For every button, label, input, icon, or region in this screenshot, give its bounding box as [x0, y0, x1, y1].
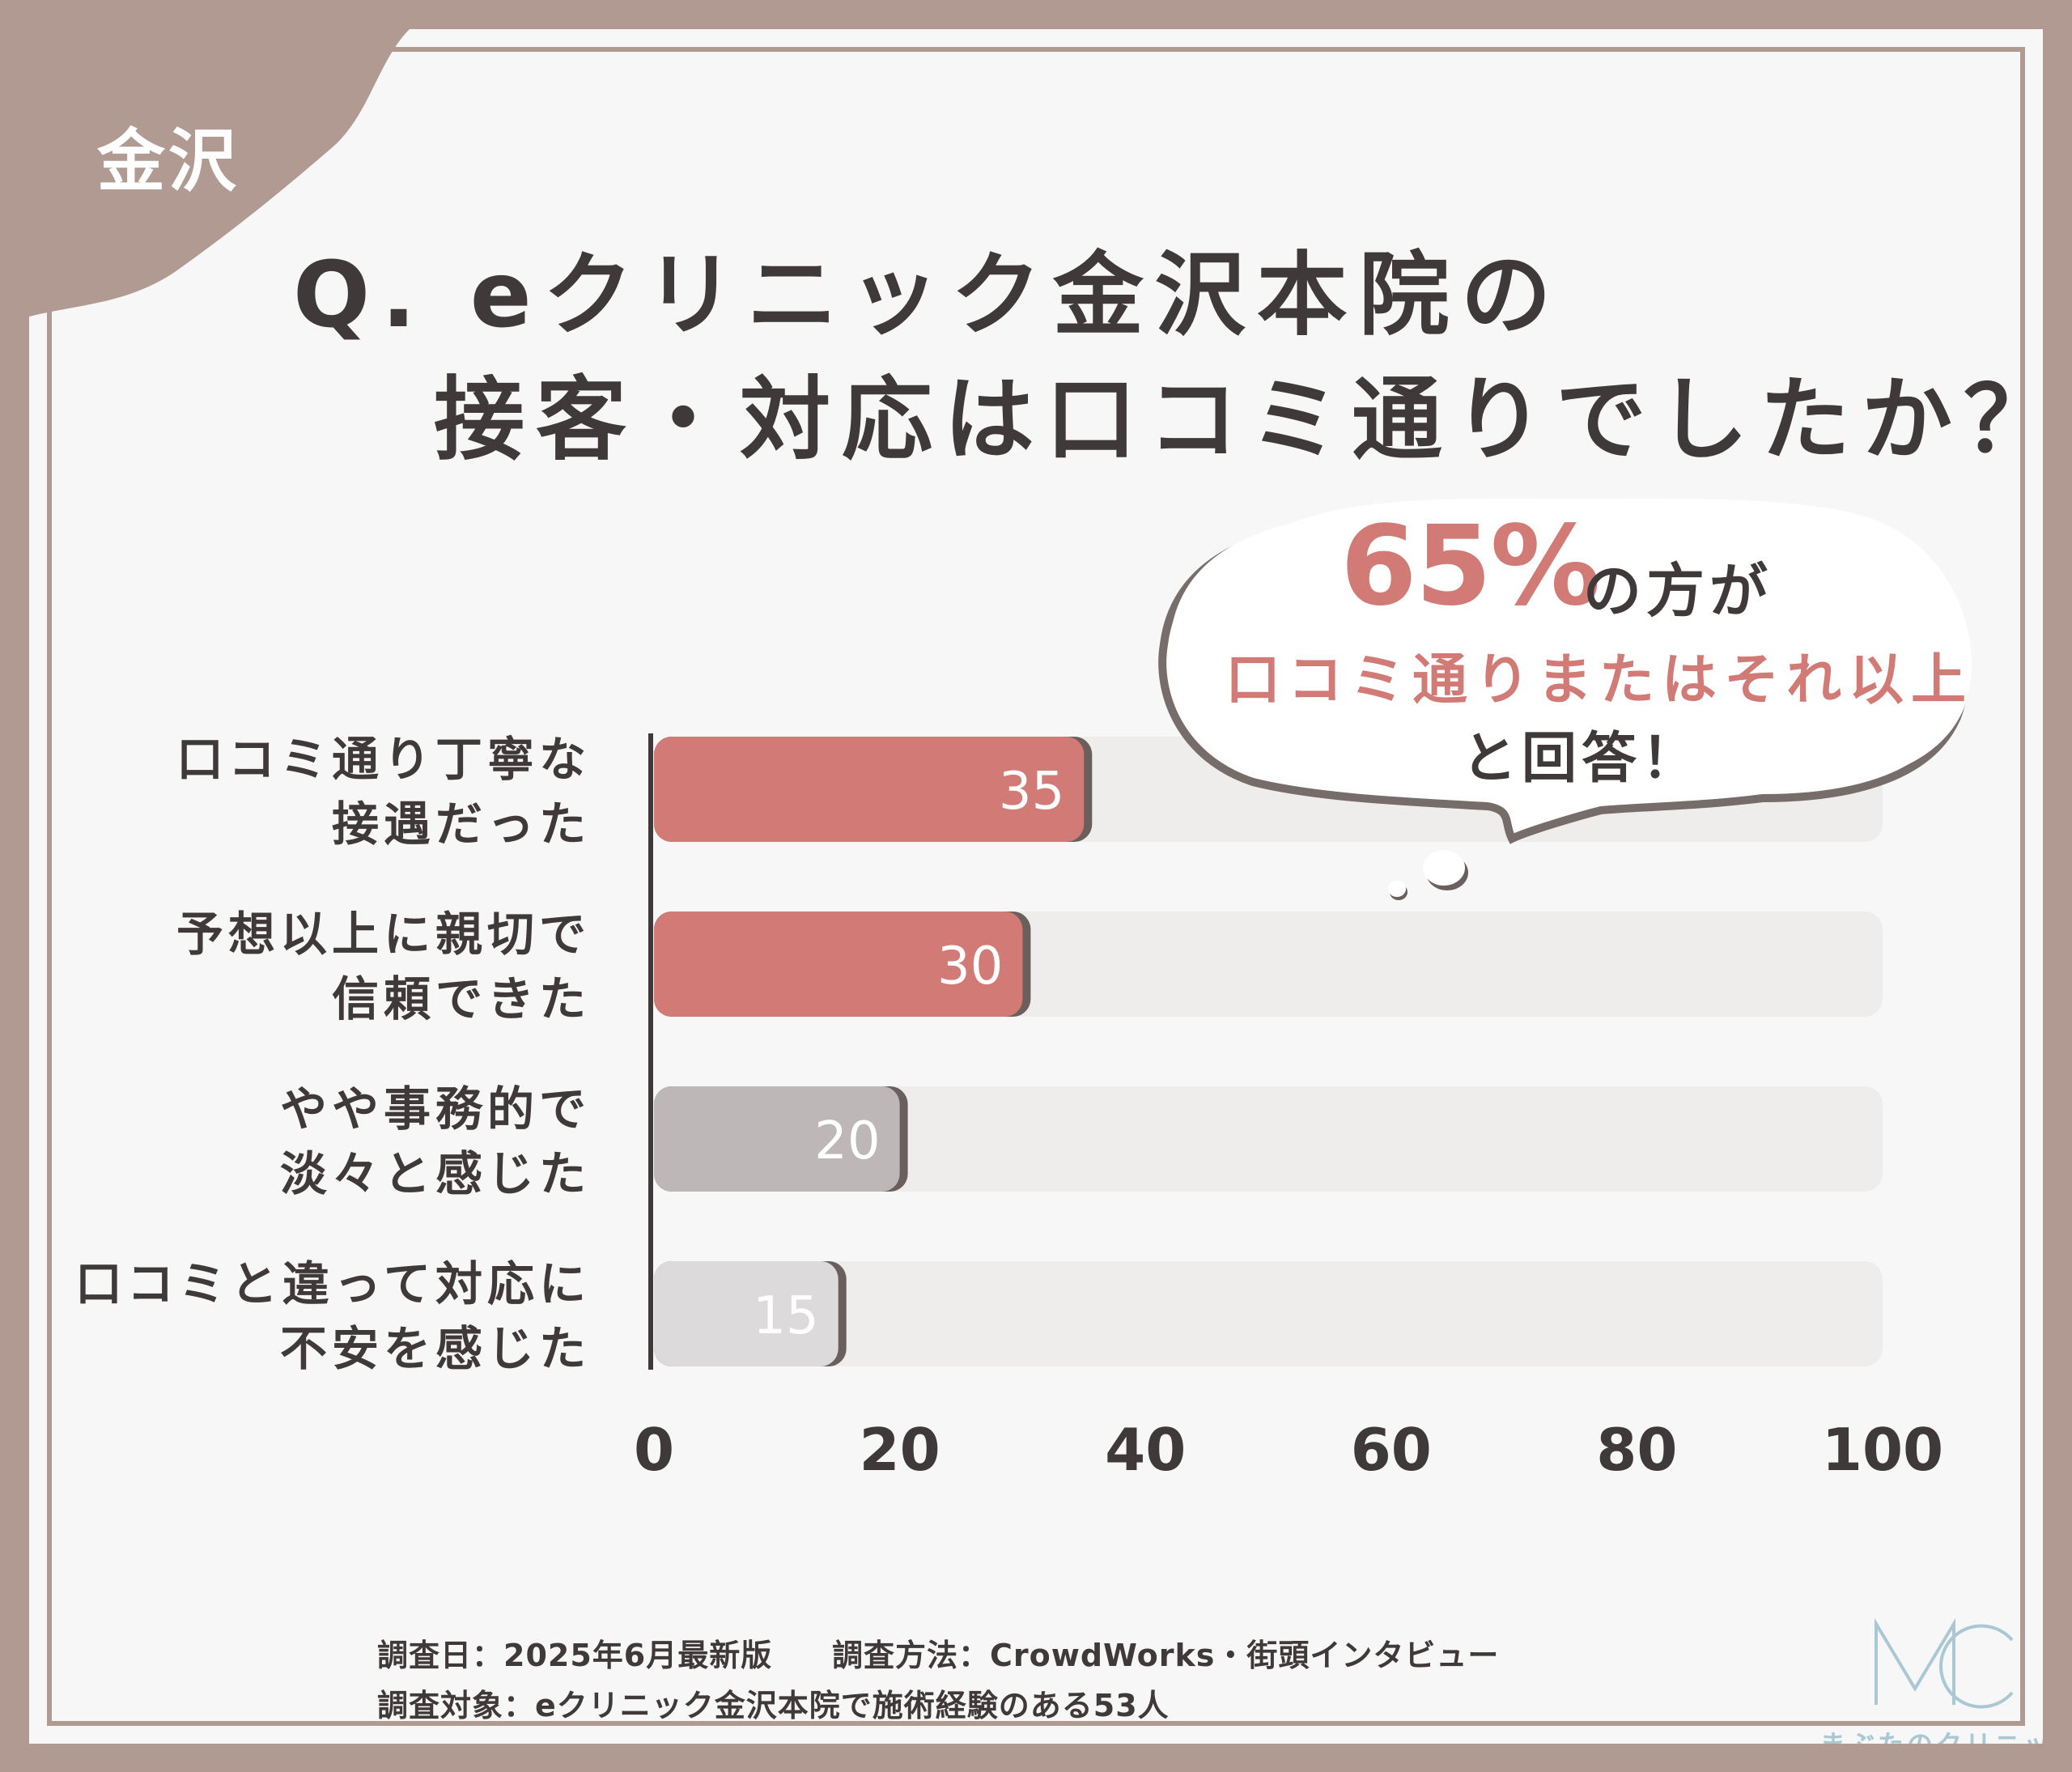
callout-line-2: 口コミ通りまたはそれ以上: [1225, 648, 1974, 712]
footer-method: 調査方法：CrowdWorks・街頭インタビュー: [832, 1638, 1500, 1673]
callout-line-3: と回答！: [1462, 727, 1702, 791]
x-tick-label: 0: [634, 1416, 674, 1484]
callout-suffix: の方が: [1583, 557, 1773, 625]
bar-value-label: 35: [999, 762, 1064, 822]
bar-track: [654, 1261, 1883, 1366]
category-label: 口コミ通り丁寧な接遇だった: [176, 727, 591, 856]
callout-percent: 65%: [1340, 503, 1601, 631]
city-label: 金沢: [97, 121, 240, 201]
bar-4: [654, 1261, 839, 1366]
bar-value-label: 15: [753, 1286, 818, 1346]
category-label-line: 信頼できた: [331, 971, 591, 1026]
category-label-line: 予想以上に親切で: [176, 907, 591, 962]
x-tick-label: 20: [859, 1416, 940, 1484]
bar-value-label: 20: [814, 1111, 880, 1171]
clinic-logo-name: まぶたのクリニック: [1819, 1724, 2043, 1744]
title-line-2: 接客・対応は口コミ通りでしたか？: [434, 368, 2043, 473]
category-label-line: 口コミ通り丁寧な: [176, 732, 591, 787]
category-label-line: 淡々と感じた: [279, 1146, 591, 1201]
bar-3: [654, 1086, 900, 1192]
category-label-line: 不安を感じた: [279, 1321, 591, 1376]
category-label-line: 口コミと違って対応に: [74, 1256, 591, 1311]
x-tick-label: 80: [1596, 1416, 1677, 1484]
corner-blob: [29, 29, 410, 317]
inner-border: [47, 47, 2025, 1726]
infographic-card: 金沢 Q. eクリニック金沢本院の 接客・対応は口コミ通りでしたか？ 0 20 40…: [29, 29, 2043, 1744]
bar-2: [654, 911, 1023, 1017]
footer-target: 調査対象：eクリニック金沢本院で施術経験のある53人: [377, 1688, 1170, 1723]
bar-1: [654, 737, 1085, 842]
footer-date: 調査日：2025年6月最新版: [377, 1638, 773, 1673]
category-label-line: 接遇だった: [331, 797, 591, 852]
clinic-logo-mark: MC: [1866, 1616, 2014, 1709]
x-tick-label: 100: [1822, 1416, 1943, 1484]
bar-track: [654, 1086, 1883, 1192]
category-label: やや事務的で 淡々と感じた: [280, 1077, 591, 1206]
category-label: 口コミと違って対応に不安を感じた: [75, 1251, 591, 1381]
x-tick-label: 60: [1351, 1416, 1432, 1484]
logo-mark-text: MC: [1866, 1616, 1868, 1617]
x-tick-label: 40: [1105, 1416, 1186, 1484]
category-label: 予想以上に親切で信頼できた: [176, 902, 591, 1031]
category-label-line: やや事務的で: [279, 1081, 591, 1137]
title-line-1: Q. eクリニック金沢本院の: [293, 243, 1563, 348]
bar-value-label: 30: [937, 937, 1003, 996]
speech-bubble: [1158, 498, 1972, 900]
